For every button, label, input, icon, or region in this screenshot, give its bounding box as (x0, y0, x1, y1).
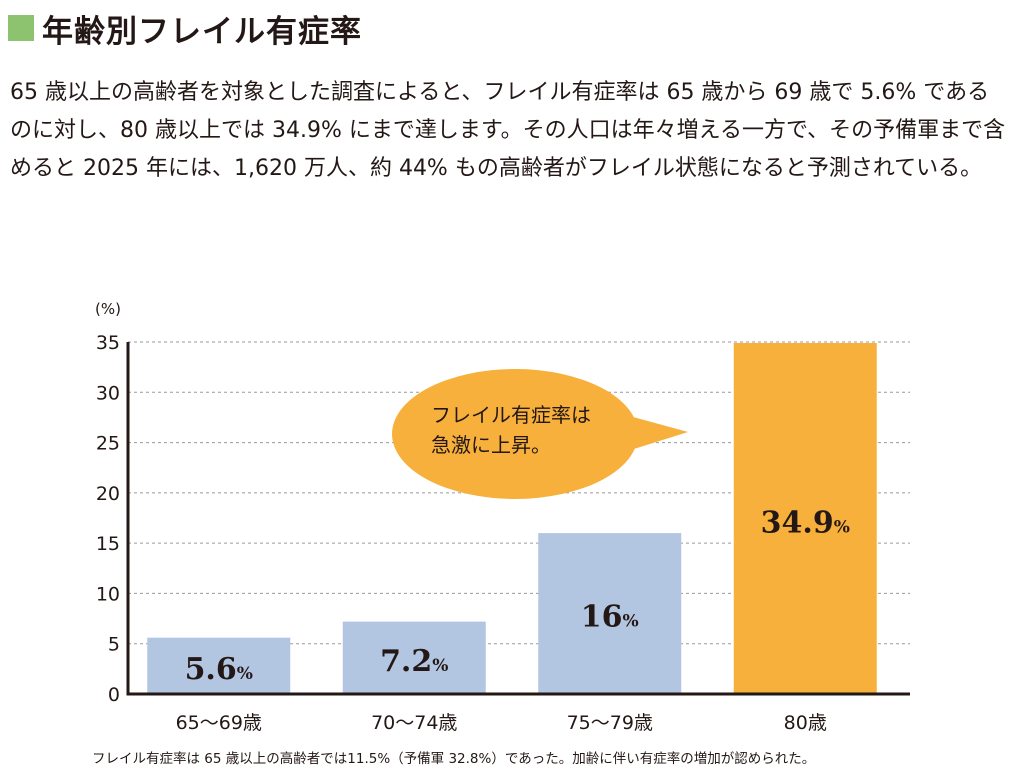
heading-marker (8, 15, 34, 41)
bar (342, 621, 486, 694)
x-category-label: 70〜74歳 (371, 712, 457, 734)
y-tick-label: 5 (108, 634, 120, 656)
bar-value-label: 7.2% (380, 644, 448, 679)
y-tick-label: 10 (96, 583, 120, 605)
section-heading: 年齢別フレイル有症率 (8, 6, 362, 50)
axes (126, 342, 910, 696)
bar-value-label: 34.9% (761, 506, 850, 541)
y-tick-label: 30 (96, 382, 120, 404)
x-axis-labels: 65〜69歳 70〜74歳 75〜79歳 80歳 (176, 712, 827, 734)
y-tick-label: 25 (96, 433, 120, 455)
bar (538, 533, 682, 694)
bar-value-label: 16% (581, 600, 639, 635)
bar-value-label: 5.6% (185, 652, 253, 687)
bars: 5.6% 7.2% 16% 34.9% (147, 343, 877, 694)
callout-text-line: 急激に上昇。 (431, 433, 551, 457)
chart-caption: フレイル有症率は 65 歳以上の高齢者では11.5%（予備軍 32.8%）であっ… (92, 751, 816, 767)
y-tick-label: 15 (96, 533, 120, 555)
bar (147, 637, 291, 694)
x-category-label: 65〜69歳 (176, 712, 262, 734)
y-tick-label: 0 (108, 684, 120, 706)
y-tick-label: 20 (96, 483, 120, 505)
callout-pointer (622, 414, 688, 452)
intro-paragraph: 65 歳以上の高齢者を対象とした調査によると、フレイル有症率は 65 歳から 6… (10, 80, 1006, 181)
y-axis-ticks: 0 5 10 15 20 25 30 35 (96, 332, 120, 706)
bar (733, 343, 877, 694)
x-category-label: 75〜79歳 (567, 712, 653, 734)
callout-bubble (392, 369, 638, 499)
callout-text-line: フレイル有症率は (431, 403, 591, 427)
bar-chart: (%) 0 5 10 15 20 25 30 35 5.6% 7.2% 16% 34.9% フレイル… (95, 300, 910, 734)
y-axis-unit-label: (%) (95, 300, 121, 318)
page-title: 年齢別フレイル有症率 (42, 13, 362, 50)
x-category-label: 80歳 (784, 712, 827, 734)
y-tick-label: 35 (96, 332, 120, 354)
